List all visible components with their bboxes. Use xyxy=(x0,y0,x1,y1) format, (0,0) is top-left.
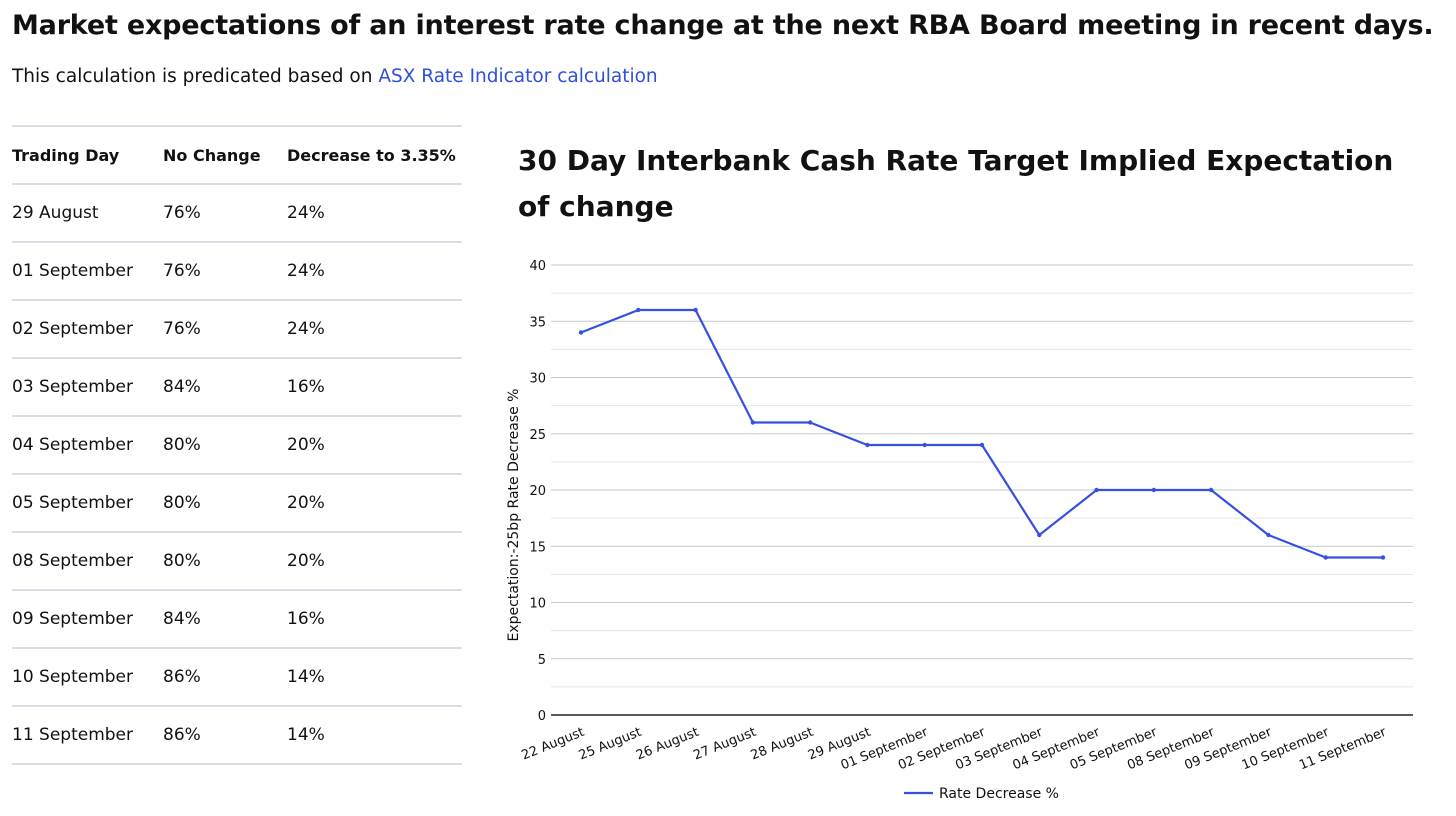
page-title: Market expectations of an interest rate … xyxy=(12,10,1434,41)
cell-no-change: 80% xyxy=(163,532,287,591)
legend: Rate Decrease % xyxy=(904,786,1059,802)
cell-decrease: 24% xyxy=(287,242,462,301)
y-tick-label: 35 xyxy=(529,315,546,330)
cell-no-change: 80% xyxy=(163,416,287,475)
cell-no-change: 86% xyxy=(163,706,287,765)
y-tick-label: 15 xyxy=(529,540,546,555)
data-point xyxy=(865,442,870,448)
cell-decrease: 20% xyxy=(287,474,462,533)
series-layer xyxy=(578,307,1386,560)
cell-decrease: 16% xyxy=(287,590,462,649)
y-tick-label: 5 xyxy=(538,653,546,668)
asx-rate-indicator-link[interactable]: ASX Rate Indicator calculation xyxy=(378,66,658,87)
table-row: 10 September 86% 14% xyxy=(12,648,462,707)
data-point xyxy=(1266,532,1271,538)
data-point xyxy=(807,420,813,425)
x-tick-label: 28 August xyxy=(749,725,816,764)
table-row: 08 September 80% 20% xyxy=(12,532,462,591)
data-point xyxy=(1094,487,1099,493)
header-decrease: Decrease to 3.35% xyxy=(287,125,462,185)
cell-trading-day: 04 September xyxy=(12,416,163,475)
data-point xyxy=(750,420,756,425)
legend-label-rate-decrease: Rate Decrease % xyxy=(939,786,1059,802)
cell-no-change: 84% xyxy=(163,358,287,417)
data-point xyxy=(979,442,985,448)
data-point xyxy=(1151,487,1157,493)
cell-no-change: 76% xyxy=(163,184,287,243)
data-point xyxy=(636,307,641,313)
data-point xyxy=(922,442,927,448)
data-point xyxy=(578,330,584,335)
expectations-table: Trading Day No Change Decrease to 3.35% … xyxy=(12,125,462,765)
y-axis-label: Expectation:-25bp Rate Decrease % xyxy=(506,389,522,642)
table-row: 01 September 76% 24% xyxy=(12,242,462,301)
y-axis: 0 5 10 15 20 25 30 35 40 xyxy=(529,259,546,724)
cell-trading-day: 02 September xyxy=(12,300,163,359)
table-row: 11 September 86% 14% xyxy=(12,706,462,765)
data-point xyxy=(1208,487,1214,493)
intro-text: This calculation is predicated based on … xyxy=(12,66,658,87)
cell-trading-day: 11 September xyxy=(12,706,163,765)
cell-decrease: 14% xyxy=(287,648,462,707)
y-tick-label: 0 xyxy=(538,709,546,724)
cell-no-change: 76% xyxy=(163,300,287,359)
cell-trading-day: 29 August xyxy=(12,184,163,243)
x-tick-label: 27 August xyxy=(691,725,758,764)
data-point xyxy=(1380,555,1386,560)
y-tick-label: 20 xyxy=(529,484,546,499)
cell-trading-day: 10 September xyxy=(12,648,163,707)
chart-title: 30 Day Interbank Cash Rate Target Implie… xyxy=(518,144,1394,223)
y-tick-label: 40 xyxy=(529,259,546,274)
table-row: 05 September 80% 20% xyxy=(12,474,462,533)
y-tick-label: 30 xyxy=(529,372,546,387)
header-no-change: No Change xyxy=(163,125,287,185)
cell-decrease: 14% xyxy=(287,706,462,765)
cell-decrease: 20% xyxy=(287,416,462,475)
cell-no-change: 80% xyxy=(163,474,287,533)
cell-decrease: 20% xyxy=(287,532,462,591)
header-trading-day: Trading Day xyxy=(12,125,163,185)
cell-no-change: 76% xyxy=(163,242,287,301)
table-row: 29 August 76% 24% xyxy=(12,184,462,243)
cell-trading-day: 01 September xyxy=(12,242,163,301)
table-header-row: Trading Day No Change Decrease to 3.35% xyxy=(12,125,462,185)
data-point xyxy=(693,307,698,313)
data-point xyxy=(1037,532,1042,538)
gridlines xyxy=(551,264,1413,688)
cell-no-change: 84% xyxy=(163,590,287,649)
cell-decrease: 24% xyxy=(287,184,462,243)
x-tick-label: 25 August xyxy=(577,725,644,764)
cell-no-change: 86% xyxy=(163,648,287,707)
cell-trading-day: 03 September xyxy=(12,358,163,417)
table-row: 09 September 84% 16% xyxy=(12,590,462,649)
y-tick-label: 10 xyxy=(529,597,546,612)
table-row: 03 September 84% 16% xyxy=(12,358,462,417)
data-point xyxy=(1323,555,1328,560)
intro-sentence: This calculation is predicated based on xyxy=(12,66,379,87)
cell-trading-day: 09 September xyxy=(12,590,163,649)
x-tick-label: 26 August xyxy=(634,725,701,764)
cell-trading-day: 05 September xyxy=(12,474,163,533)
table-row: 04 September 80% 20% xyxy=(12,416,462,475)
cell-trading-day: 08 September xyxy=(12,532,163,591)
cell-decrease: 16% xyxy=(287,358,462,417)
table-row: 02 September 76% 24% xyxy=(12,300,462,359)
x-tick-label: 22 August xyxy=(520,725,587,764)
cell-decrease: 24% xyxy=(287,300,462,359)
y-tick-label: 25 xyxy=(529,428,546,443)
